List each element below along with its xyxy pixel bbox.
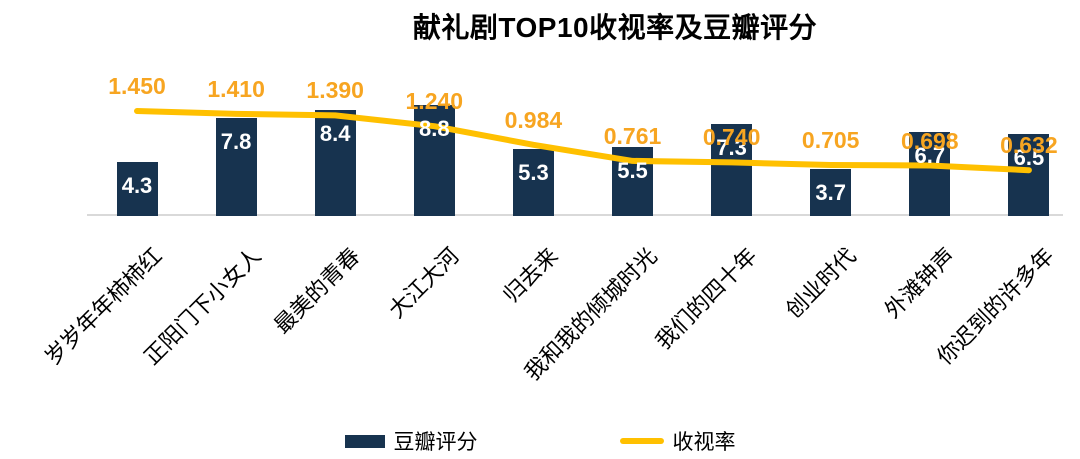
line-value-label: 1.390 [306,77,364,104]
legend-item-douban-score: 豆瓣评分 [344,426,478,456]
line-value-label: 1.450 [108,73,166,99]
bar-value-label: 5.5 [617,157,648,183]
legend-item-viewership: 收视率 [619,426,736,456]
line-value-label: 1.410 [207,75,265,102]
line-value-label: 0.740 [702,124,761,151]
line-value-label: 1.240 [405,88,464,115]
category-label: 最美的青春 [269,243,365,339]
legend-label-viewership: 收视率 [672,431,736,454]
line-value-label: 0.984 [504,106,563,133]
category-label: 外滩钟声 [879,243,960,323]
category-label: 归去来 [498,243,564,308]
bar-7 [810,169,852,216]
bar-value-label: 8.4 [319,121,351,147]
bar-value-label: 4.3 [121,172,153,198]
bar-value-label: 7.8 [220,128,252,154]
bar-value-label: 3.7 [815,180,846,206]
legend-label-douban-score: 豆瓣评分 [393,431,478,454]
category-label: 我们的四十年 [650,243,762,355]
bar-value-label: 8.8 [419,116,450,142]
line-value-label: 0.761 [603,122,662,149]
line-value-label: 0.698 [901,127,959,154]
category-label: 创业时代 [780,243,861,323]
bar-value-label: 5.3 [518,160,549,186]
line-value-label: 0.632 [1000,132,1058,159]
category-label: 大江大河 [384,243,464,323]
x-axis-line [87,214,1063,216]
legend: 豆瓣评分 收视率 [0,426,1080,456]
line-series-swatch-icon [619,438,664,444]
chart-title: 献礼剧TOP10收视率及豆瓣评分 [412,12,818,43]
bar-series-swatch-icon [344,434,385,448]
line-value-label: 0.705 [801,127,860,153]
